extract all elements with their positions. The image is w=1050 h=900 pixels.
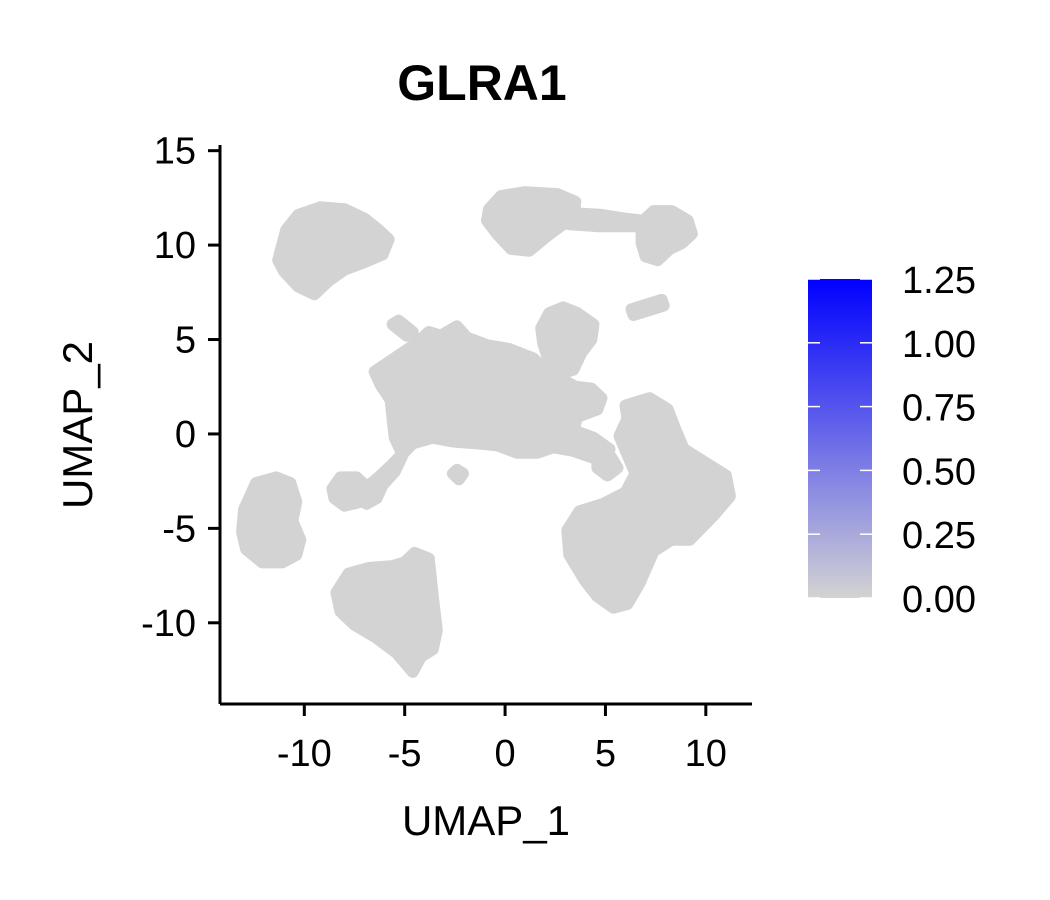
scatter-points-area bbox=[236, 186, 736, 678]
cluster-arm bbox=[386, 314, 419, 342]
cluster-small-dot bbox=[446, 463, 469, 486]
y-axis-label: UMAP_2 bbox=[54, 341, 101, 509]
colorbar-gradient bbox=[808, 279, 872, 598]
colorbar-tick-label: 0.00 bbox=[902, 579, 976, 621]
cluster-top-right-tip bbox=[635, 205, 698, 267]
colorbar-legend: 0.00 0.25 0.50 0.75 1.00 1.25 bbox=[808, 260, 976, 621]
cluster-small-right bbox=[591, 448, 624, 482]
cluster-small-left-mid bbox=[326, 471, 373, 512]
cluster-left bbox=[236, 471, 307, 569]
y-tick-label: -10 bbox=[141, 603, 196, 645]
colorbar-tick-label: 1.25 bbox=[902, 260, 976, 302]
x-tick-label: 0 bbox=[495, 733, 516, 775]
cluster-top-right-bridge bbox=[563, 207, 648, 233]
y-tick-label: 10 bbox=[154, 225, 196, 267]
cluster-right-large bbox=[561, 392, 736, 614]
colorbar-tick-label: 0.75 bbox=[902, 388, 976, 430]
x-axis-ticks: -10 -5 0 5 10 bbox=[277, 704, 727, 775]
cluster-top-right-main bbox=[481, 186, 582, 257]
colorbar-tick-label: 1.00 bbox=[902, 324, 976, 366]
colorbar-tick-label: 0.50 bbox=[902, 451, 976, 493]
cluster-central bbox=[354, 320, 616, 510]
cluster-thin-diagonal bbox=[625, 293, 670, 321]
cluster-bottom bbox=[330, 546, 443, 678]
x-tick-label: 10 bbox=[685, 733, 727, 775]
x-tick-label: -10 bbox=[277, 733, 332, 775]
x-axis-label: UMAP_1 bbox=[402, 797, 570, 844]
colorbar-tick-label: 0.25 bbox=[902, 515, 976, 557]
cluster-top-left bbox=[272, 201, 395, 301]
x-tick-label: -5 bbox=[388, 733, 422, 775]
y-tick-label: 0 bbox=[175, 414, 196, 456]
y-tick-label: 5 bbox=[175, 320, 196, 362]
y-tick-label: 15 bbox=[154, 131, 196, 173]
chart-title: GLRA1 bbox=[397, 55, 566, 111]
y-tick-label: -5 bbox=[162, 508, 196, 550]
x-tick-label: 5 bbox=[595, 733, 616, 775]
cluster-upper-mid bbox=[535, 301, 600, 380]
y-axis-ticks: -10 -5 0 5 10 15 bbox=[141, 131, 220, 645]
